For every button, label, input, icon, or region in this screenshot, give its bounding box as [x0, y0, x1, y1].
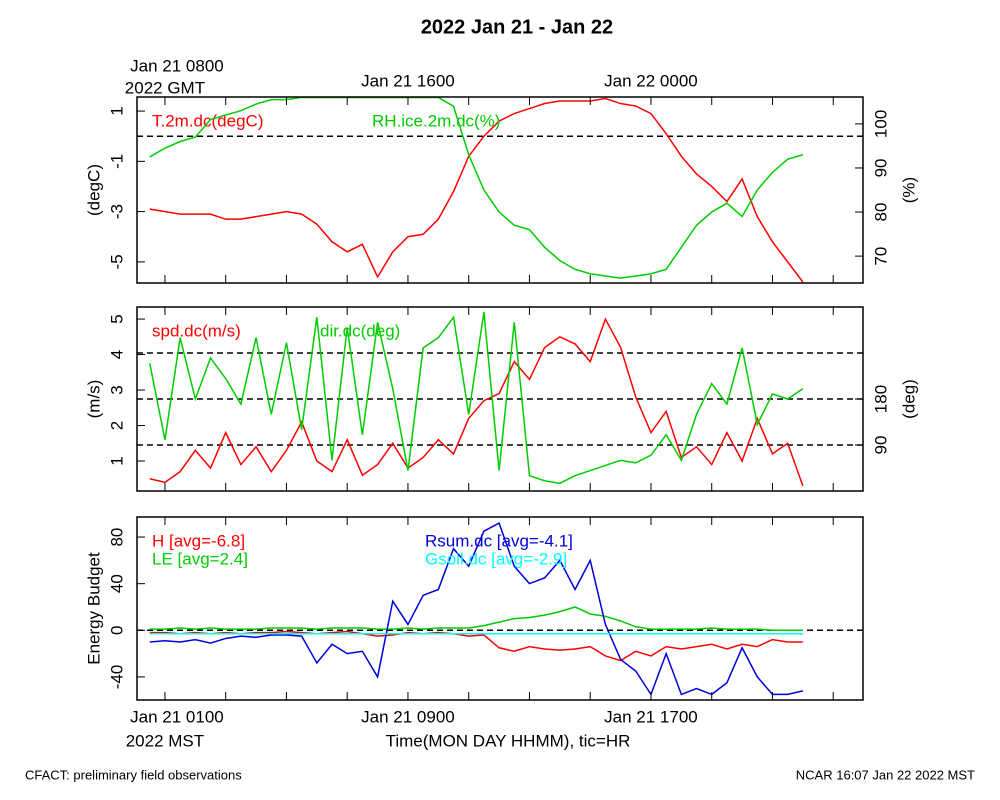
y2-tick-label: 100: [871, 110, 890, 138]
y-tick-label: 80: [107, 528, 126, 547]
y-tick-label: 2: [107, 421, 126, 430]
y-tick-label: 0: [107, 626, 126, 635]
series-line: [149, 97, 804, 283]
series-line: [149, 97, 804, 279]
y2-tick-label: 180: [871, 385, 890, 413]
y2-tick-label: 90: [871, 436, 890, 455]
y-tick-label: 5: [107, 314, 126, 323]
x2-tick-label: Jan 21 1600: [361, 71, 455, 90]
plot-frame: [136, 96, 864, 284]
y-axis-label: (degC): [84, 164, 103, 216]
legend-label: T.2m.dc(degC): [152, 111, 263, 130]
x2-tick-label: Jan 22 0000: [604, 71, 698, 90]
legend-label: dir.dc(deg): [320, 321, 400, 340]
chart-title: 2022 Jan 21 - Jan 22: [421, 16, 613, 38]
series-line: [149, 606, 803, 632]
series-line: [149, 630, 803, 662]
y2-axis-label: (%): [899, 177, 918, 203]
y2-tick-label: 90: [871, 159, 890, 178]
y-tick-label: 1: [107, 456, 126, 465]
x2-tick-label: Jan 21 0800: [130, 56, 224, 75]
series-line: [149, 317, 804, 487]
x-tick-label: Jan 21 0100: [130, 707, 224, 726]
series-line: [149, 312, 804, 485]
y-tick-label: 4: [107, 350, 126, 359]
y-tick-label: -1: [107, 154, 126, 169]
x-axis-label: Time(MON DAY HHMM), tic=HR: [386, 731, 631, 750]
y2-tick-label: 80: [871, 203, 890, 222]
y-axis-label: Energy Budget: [84, 552, 103, 665]
y2-axis-label: (deg): [899, 379, 918, 419]
legend-label: LE [avg=2.4]: [152, 549, 248, 568]
y-tick-label: 40: [107, 574, 126, 593]
legend-label: Rsum.dc [avg=-4.1]: [425, 531, 573, 550]
y-tick-label: 3: [107, 385, 126, 394]
legend-label: H [avg=-6.8]: [152, 531, 245, 550]
legend-label: spd.dc(m/s): [152, 321, 241, 340]
x-tick-label: Jan 21 1700: [604, 707, 698, 726]
y-axis-label: (m/s): [84, 380, 103, 419]
plot-frame: [136, 516, 864, 701]
y-tick-label: 1: [107, 106, 126, 115]
x2-sublabel: 2022 GMT: [125, 78, 205, 97]
y-tick-label: -40: [107, 665, 126, 690]
legend-label: RH.ice.2m.dc(%): [372, 111, 500, 130]
y-tick-label: -5: [107, 254, 126, 269]
legend-label: Gsoil.dc [avg=-2.9]: [425, 549, 567, 568]
footer-right: NCAR 16:07 Jan 22 2022 MST: [796, 767, 975, 782]
y-tick-label: -3: [107, 204, 126, 219]
footer-left: CFACT: preliminary field observations: [25, 767, 242, 782]
x-tick-label: Jan 21 0900: [361, 707, 455, 726]
y2-tick-label: 70: [871, 247, 890, 266]
x-sublabel: 2022 MST: [126, 731, 204, 750]
series-line: [149, 521, 804, 697]
